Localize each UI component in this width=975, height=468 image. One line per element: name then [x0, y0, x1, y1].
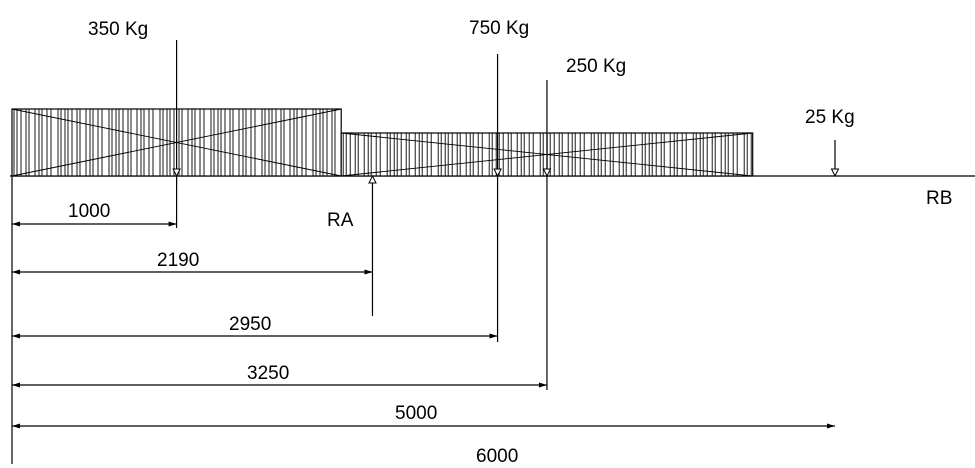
dimension-arrow — [12, 333, 20, 339]
dimension-label: 2950 — [229, 314, 271, 335]
dimension-label: 6000 — [476, 446, 518, 467]
dimension-label: 2190 — [157, 250, 199, 271]
dimension-2950: 2950 — [12, 314, 498, 339]
dimension-arrow — [12, 269, 20, 275]
support-label: RB — [926, 188, 952, 209]
load-1: 750 Kg — [469, 18, 529, 342]
load-2: 250 Kg — [542, 56, 626, 390]
support-label: RA — [327, 210, 354, 231]
dimension-arrow — [12, 221, 20, 227]
dimension-6000: 6000 — [476, 446, 518, 467]
dimension-lines: 1000 2190 2950 3250 5000 6000 — [12, 201, 835, 467]
dimension-label: 5000 — [395, 403, 437, 424]
load-arrowhead — [493, 168, 502, 178]
dimension-arrow — [827, 423, 835, 429]
dimension-1000: 1000 — [12, 201, 177, 227]
load-arrowhead — [542, 168, 552, 178]
dimension-arrow — [12, 382, 20, 388]
point-loads: 350 Kg 750 Kg 250 Kg 25 Kg — [88, 18, 855, 390]
load-arrowhead — [830, 168, 840, 178]
support-ra: RA — [327, 174, 377, 316]
load-label: 25 Kg — [805, 107, 855, 128]
dimension-arrow — [364, 269, 373, 275]
dimension-3250: 3250 — [12, 363, 547, 388]
load-0: 350 Kg — [88, 19, 181, 228]
dimension-arrow — [538, 382, 547, 388]
dimension-arrow — [12, 423, 20, 429]
dimension-arrow — [489, 333, 498, 339]
dimension-arrow — [168, 221, 177, 227]
load-label: 250 Kg — [566, 56, 626, 77]
support-arrowhead — [368, 174, 377, 184]
dimension-5000: 5000 — [12, 403, 835, 429]
dimension-2190: 2190 — [12, 250, 373, 275]
load-label: 350 Kg — [88, 19, 148, 40]
load-3: 25 Kg — [805, 107, 855, 178]
dimension-label: 1000 — [68, 201, 110, 222]
load-blocks — [11, 108, 754, 177]
dimension-label: 3250 — [247, 363, 289, 384]
supports: RA RB — [327, 174, 952, 316]
load-arrowhead — [172, 168, 181, 178]
support-rb: RB — [926, 188, 952, 209]
load-label: 750 Kg — [469, 18, 529, 39]
